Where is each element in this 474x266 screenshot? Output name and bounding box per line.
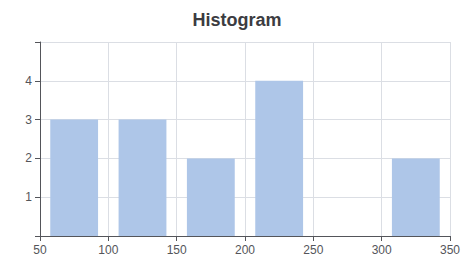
svg-text:250: 250: [303, 243, 323, 257]
svg-text:Histogram: Histogram: [192, 10, 281, 30]
svg-text:350: 350: [440, 243, 460, 257]
svg-text:4: 4: [25, 74, 32, 88]
svg-text:100: 100: [98, 243, 118, 257]
svg-text:2: 2: [25, 151, 32, 165]
svg-text:1: 1: [25, 190, 32, 204]
svg-text:3: 3: [25, 113, 32, 127]
svg-text:150: 150: [167, 243, 187, 257]
svg-text:50: 50: [33, 243, 47, 257]
svg-text:300: 300: [372, 243, 392, 257]
svg-text:200: 200: [235, 243, 255, 257]
